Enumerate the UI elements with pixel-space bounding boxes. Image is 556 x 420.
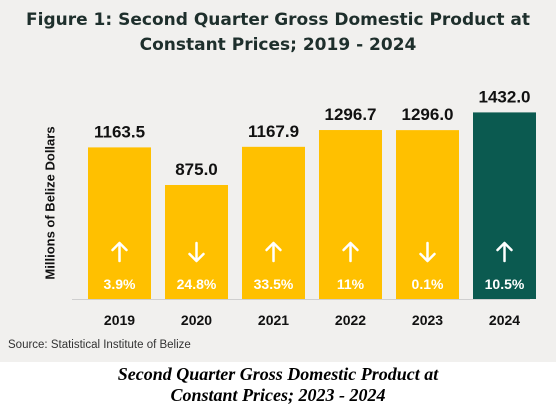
change-label-2019: 3.9% [104, 276, 136, 292]
change-label-2023: 0.1% [412, 276, 444, 292]
arrow-up-icon-2021 [265, 241, 282, 263]
change-label-2024: 10.5% [485, 276, 525, 292]
bar-chart: 1163.5 3.9% 2019 875.0 24.8% 2020 1167.9 33.5% 2… [72, 87, 536, 328]
arrow-up-icon-2024 [496, 241, 513, 263]
caption-line-2: Constant Prices; 2023 - 2024 [170, 385, 386, 405]
value-label-2019: 1163.5 [94, 122, 145, 141]
bar-2022 [319, 130, 382, 299]
source-note: Source: Statistical Institute of Belize [8, 339, 191, 351]
x-tick-label-2024: 2024 [489, 312, 520, 328]
chart-title: Figure 1: Second Quarter Gross Domestic … [0, 8, 556, 58]
value-label-2022: 1296.7 [325, 105, 377, 124]
chart-panel: Figure 1: Second Quarter Gross Domestic … [0, 0, 556, 362]
change-label-2020: 24.8% [177, 276, 217, 292]
change-label-2022: 11% [337, 276, 365, 292]
caption-line-1: Second Quarter Gross Domestic Product at [117, 364, 439, 384]
arrow-down-icon-2023 [419, 241, 436, 263]
value-label-2024: 1432.0 [479, 87, 531, 106]
bar-2021 [242, 146, 305, 299]
x-tick-label-2022: 2022 [335, 312, 366, 328]
chart-title-line-1: Figure 1: Second Quarter Gross Domestic … [26, 10, 530, 30]
value-label-2021: 1167.9 [248, 122, 299, 141]
x-tick-label-2019: 2019 [104, 312, 135, 328]
change-label-2021: 33.5% [254, 276, 294, 292]
value-label-2023: 1296.0 [402, 105, 454, 124]
bar-2019 [88, 147, 151, 299]
x-tick-label-2020: 2020 [181, 312, 212, 328]
value-label-2020: 875.0 [175, 160, 218, 179]
x-tick-label-2021: 2021 [258, 312, 289, 328]
arrow-up-icon-2019 [111, 241, 128, 263]
arrow-up-icon-2022 [342, 241, 359, 263]
bar-2023 [396, 130, 459, 299]
bar-2024 [473, 112, 536, 299]
arrow-down-icon-2020 [188, 241, 205, 263]
x-tick-label-2023: 2023 [412, 312, 443, 328]
figure-caption: Second Quarter Gross Domestic Product at… [0, 364, 556, 406]
chart-title-line-2: Constant Prices; 2019 - 2024 [139, 35, 417, 55]
